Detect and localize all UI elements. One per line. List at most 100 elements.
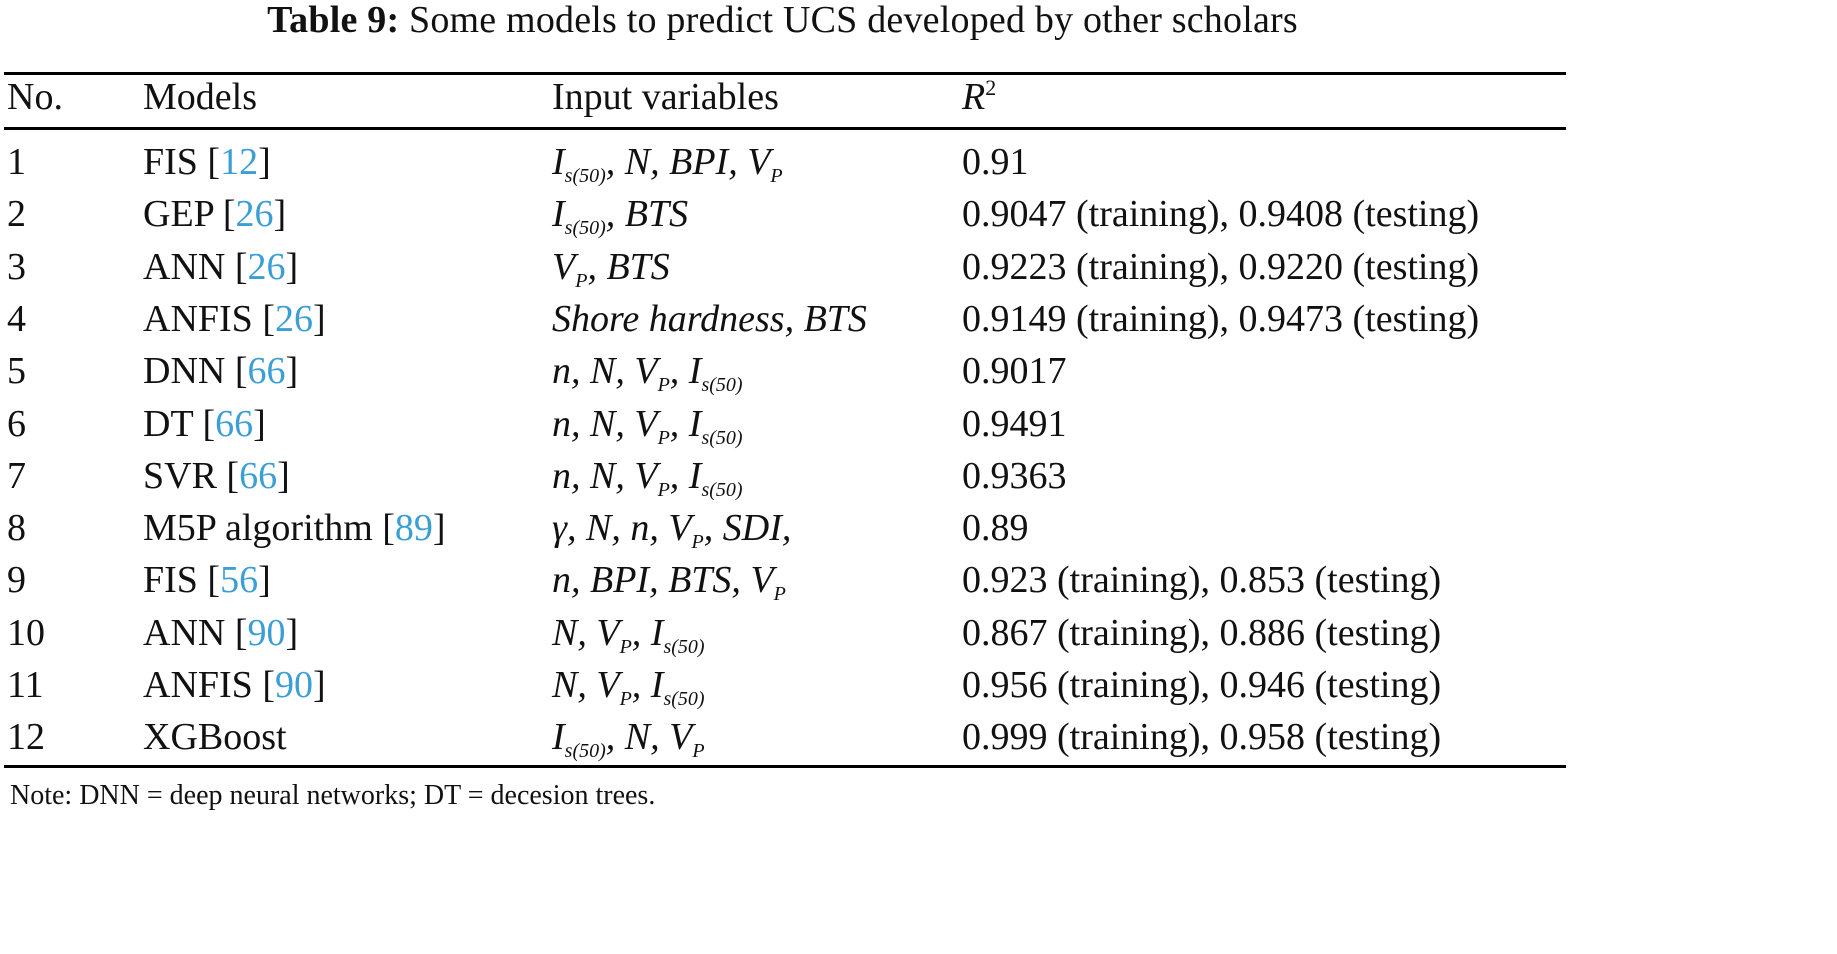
input-variables-cell: n, BPI, BTS, VP bbox=[552, 554, 786, 606]
input-variable: N, bbox=[552, 611, 597, 654]
r2-value: 0.999 (training), 0.958 (testing) bbox=[962, 716, 1442, 759]
model-name: M5P algorithm bbox=[143, 507, 373, 550]
table-row: 7 SVR [66] n, N, VP, Is(50) 0.9363 bbox=[0, 450, 1570, 502]
header-no: No. bbox=[7, 76, 63, 118]
table-row: 6 DT [66] n, N, VP, Is(50) 0.9491 bbox=[0, 398, 1570, 450]
input-variable: N, bbox=[552, 664, 597, 706]
table-row: 10 ANN [90] N, VP, Is(50) 0.867 (training),… bbox=[0, 607, 1570, 659]
model-name: ANFIS bbox=[143, 297, 253, 340]
table-caption: Table 9: Some models to predict UCS deve… bbox=[0, 0, 1565, 40]
r2-value: 0.9223 (training), 0.9220 (testing) bbox=[962, 245, 1480, 288]
input-variable: n, N, bbox=[552, 402, 635, 445]
model-name: ANN bbox=[143, 245, 226, 288]
row-number: 2 bbox=[7, 193, 26, 236]
table-row: 5 DNN [66] n, N, VP, Is(50) 0.9017 bbox=[0, 345, 1570, 397]
input-variable: VP bbox=[750, 559, 786, 606]
row-number: 9 bbox=[7, 559, 26, 602]
input-variable: , N, bbox=[605, 716, 670, 759]
row-number: 10 bbox=[7, 611, 45, 654]
input-variables-cell: N, VP, Is(50) bbox=[552, 659, 705, 711]
model-name: SVR bbox=[143, 454, 217, 497]
citation-link[interactable]: 66 bbox=[247, 350, 286, 393]
input-variables-cell: Shore hardness, BTS bbox=[552, 293, 867, 345]
header-rule bbox=[4, 127, 1566, 130]
table-row: 9 FIS [56] n, BPI, BTS, VP 0.923 (training)… bbox=[0, 554, 1570, 606]
citation-link[interactable]: 56 bbox=[220, 559, 259, 602]
model-cell: M5P algorithm [89] bbox=[143, 507, 446, 550]
model-cell: XGBoost bbox=[143, 711, 287, 763]
citation-link[interactable]: 66 bbox=[239, 454, 278, 497]
model-name: GEP bbox=[143, 193, 214, 236]
row-number: 8 bbox=[7, 507, 26, 550]
input-variable: VP bbox=[634, 402, 670, 449]
bottom-rule bbox=[4, 765, 1566, 768]
table-row: 4 ANFIS [26] Shore hardness, BTS 0.9149 (tr… bbox=[0, 293, 1570, 345]
r2-value: 0.923 (training), 0.853 (testing) bbox=[962, 559, 1442, 602]
input-variable: γ, N, n, bbox=[552, 507, 669, 550]
model-cell: GEP [26] bbox=[143, 193, 287, 236]
model-name: DNN bbox=[143, 350, 226, 393]
input-variables-cell: γ, N, n, VP, SDI, bbox=[552, 502, 791, 554]
model-cell: SVR [66] bbox=[143, 454, 290, 497]
input-variable: Shore hardness, BTS bbox=[552, 297, 867, 340]
input-variables-cell: Is(50), BTS bbox=[552, 188, 688, 240]
row-number: 6 bbox=[7, 402, 26, 445]
model-cell: ANN [26] bbox=[143, 245, 299, 288]
row-number: 11 bbox=[7, 664, 44, 706]
header-models: Models bbox=[143, 76, 257, 118]
model-cell: FIS [56] bbox=[143, 559, 271, 602]
header-input-variables: Input variables bbox=[552, 76, 779, 118]
input-variable: , bbox=[631, 664, 651, 706]
input-variable: VP bbox=[634, 350, 670, 397]
input-variables-cell: Is(50), N, BPI, VP bbox=[552, 136, 783, 188]
model-cell: ANFIS [90] bbox=[143, 664, 326, 706]
input-variable: VP bbox=[747, 141, 783, 187]
input-variable: VP bbox=[669, 716, 705, 763]
table-row: 3 ANN [26] VP, BTS 0.9223 (training), 0.922… bbox=[0, 241, 1570, 293]
input-variable: , bbox=[669, 454, 689, 497]
model-name: ANN bbox=[143, 611, 226, 654]
model-cell: ANFIS [26] bbox=[143, 297, 326, 340]
table-caption-label: Table 9: bbox=[267, 0, 400, 41]
citation-link[interactable]: 26 bbox=[235, 193, 274, 236]
citation-link[interactable]: 26 bbox=[274, 297, 313, 340]
input-variable: Is(50) bbox=[688, 402, 743, 449]
row-number: 7 bbox=[7, 454, 26, 497]
input-variable: , N, BPI, bbox=[605, 141, 748, 183]
input-variable: n, N, bbox=[552, 454, 635, 497]
row-number: 12 bbox=[7, 716, 45, 759]
table-caption-text: Some models to predict UCS developed by … bbox=[409, 0, 1298, 41]
input-variable: Is(50) bbox=[688, 350, 743, 397]
r2-value: 0.867 (training), 0.886 (testing) bbox=[962, 611, 1442, 654]
model-name: DT bbox=[143, 402, 193, 445]
r2-value: 0.91 bbox=[962, 141, 1029, 183]
table-note: Note: DNN = deep neural networks; DT = d… bbox=[10, 780, 656, 811]
model-cell: DT [66] bbox=[143, 402, 266, 445]
table-row: 8 M5P algorithm [89] γ, N, n, VP, SDI, 0.89 bbox=[0, 502, 1570, 554]
input-variables-cell: Is(50), N, VP bbox=[552, 711, 705, 763]
citation-link[interactable]: 90 bbox=[247, 611, 286, 654]
r2-value: 0.9149 (training), 0.9473 (testing) bbox=[962, 297, 1480, 340]
citation-link[interactable]: 66 bbox=[215, 402, 254, 445]
citation-link[interactable]: 26 bbox=[247, 245, 286, 288]
top-rule bbox=[4, 72, 1566, 75]
citation-link[interactable]: 12 bbox=[220, 141, 259, 183]
r2-value: 0.9491 bbox=[962, 402, 1067, 445]
input-variables-cell: n, N, VP, Is(50) bbox=[552, 398, 743, 450]
table-row: 12 XGBoost Is(50), N, VP 0.999 (training), … bbox=[0, 711, 1570, 763]
table-header-row: No. Models Input variables R2 bbox=[0, 71, 1570, 123]
input-variable: n, N, bbox=[552, 350, 635, 393]
model-cell: FIS [12] bbox=[143, 141, 271, 183]
citation-link[interactable]: 90 bbox=[274, 664, 313, 706]
citation-link[interactable]: 89 bbox=[394, 507, 433, 550]
input-variable: Is(50) bbox=[552, 193, 606, 240]
input-variables-cell: n, N, VP, Is(50) bbox=[552, 450, 743, 502]
model-name: XGBoost bbox=[143, 716, 287, 759]
input-variable: Is(50) bbox=[552, 716, 606, 763]
r2-value: 0.956 (training), 0.946 (testing) bbox=[962, 664, 1442, 706]
input-variables-cell: N, VP, Is(50) bbox=[552, 607, 705, 659]
r2-value: 0.9017 bbox=[962, 350, 1067, 393]
r2-value: 0.9363 bbox=[962, 454, 1067, 497]
input-variables-cell: n, N, VP, Is(50) bbox=[552, 345, 743, 397]
table-row: 11 ANFIS [90] N, VP, Is(50) 0.956 (training… bbox=[0, 659, 1570, 711]
